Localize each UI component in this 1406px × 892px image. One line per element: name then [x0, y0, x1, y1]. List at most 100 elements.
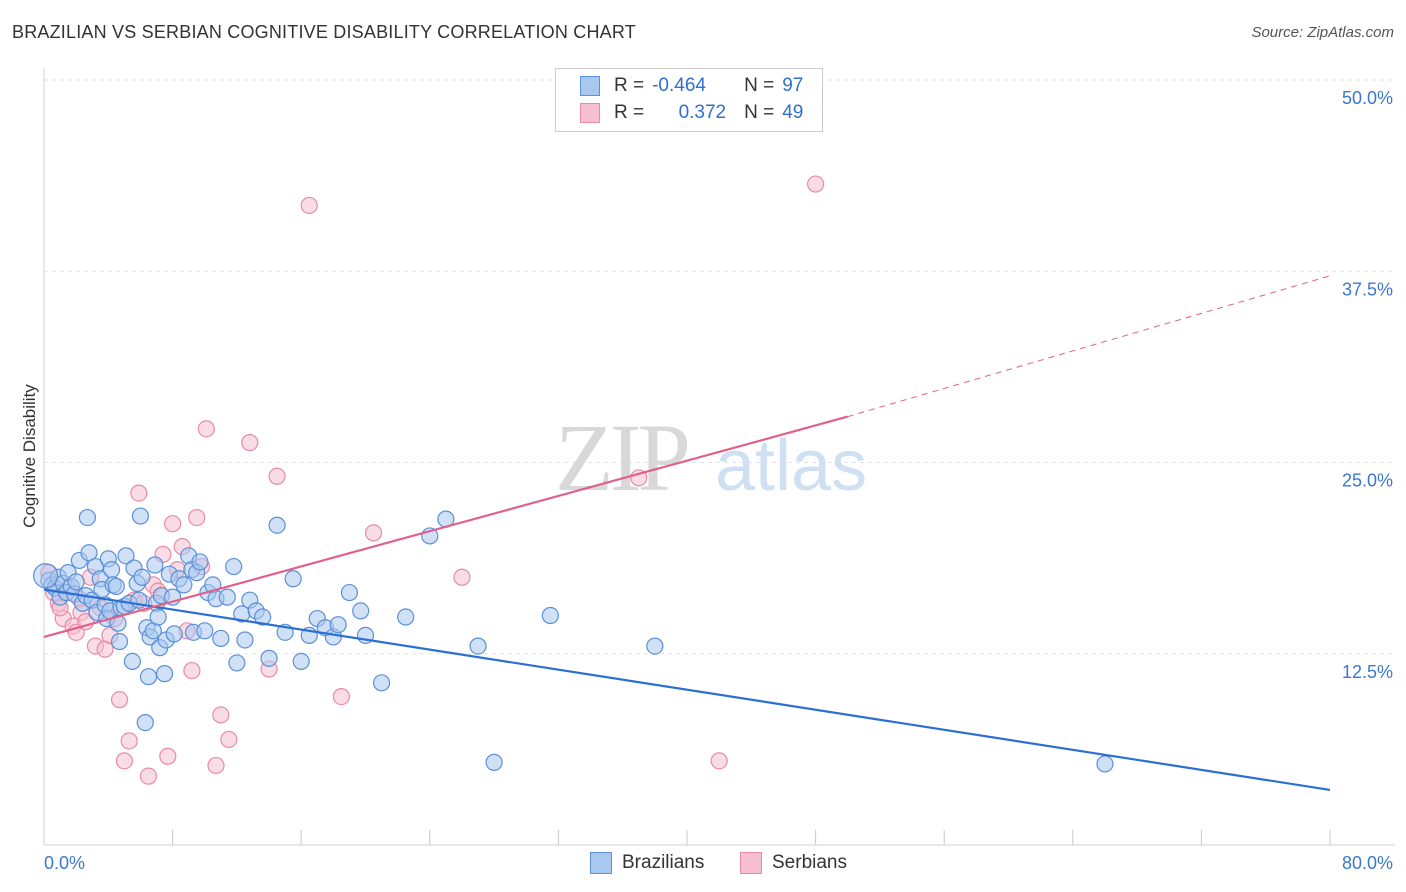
brazilian-point [136, 713, 154, 732]
legend-r-label: R = [614, 75, 645, 96]
serbian-point [197, 420, 215, 438]
brazilian-point [191, 553, 209, 571]
brazilian-point [78, 508, 97, 527]
serbian-point [364, 524, 383, 542]
serbian-point [268, 467, 286, 485]
brazilian-point [133, 568, 151, 586]
watermark: ZIP atlas [555, 404, 867, 511]
brazilian-point [292, 652, 310, 671]
legend-row-brazilians: R = -0.464 N = 97 [580, 73, 803, 99]
brazilian-point [646, 637, 664, 655]
serbians-trend-line [43, 415, 849, 638]
serbian-point [212, 706, 230, 724]
y-tick-labels: 12.5% 25.0% 37.5% 50.0% [1342, 88, 1393, 682]
brazilian-point [397, 608, 415, 626]
brazilian-point [469, 637, 487, 655]
legend-item-serbians[interactable]: Serbians [740, 852, 847, 874]
brazilian-point [131, 507, 150, 525]
serbian-point [241, 434, 259, 452]
serbian-point [453, 568, 471, 586]
y-tick-label: 50.0% [1342, 88, 1393, 108]
brazilian-point [165, 625, 183, 643]
serbian-point [332, 687, 350, 706]
brazilian-point [212, 629, 230, 648]
brazilian-point [340, 583, 359, 602]
legend-n-label: N = [744, 102, 775, 123]
serbian-point [159, 747, 177, 765]
x-tick-labels: 0.0% 80.0% [44, 853, 1393, 873]
legend-r-label: R = [614, 102, 645, 123]
brazilian-point [268, 516, 286, 534]
legend-item-brazilians[interactable]: Brazilians [590, 852, 704, 874]
y-tick-label: 37.5% [1342, 279, 1393, 299]
x-tick-label: 0.0% [44, 853, 85, 873]
brazilian-point [541, 606, 559, 625]
serbian-point [207, 756, 225, 775]
brazilian-point [149, 608, 167, 626]
brazilian-point [80, 544, 98, 562]
brazilian-point [352, 602, 370, 620]
brazilian-point [260, 649, 278, 667]
brazilian-point [139, 668, 158, 686]
y-tick-label: 12.5% [1342, 662, 1393, 682]
y-axis-label: Cognitive Disability [20, 384, 39, 528]
legend-n-value: 97 [782, 75, 804, 96]
brazilian-point [67, 573, 85, 591]
brazilian-point [146, 556, 164, 574]
legend-r-value: 0.372 [678, 102, 727, 123]
brazilian-point [107, 577, 125, 596]
brazilian-point [236, 631, 254, 649]
brazilians-points [33, 507, 1114, 773]
y-tick-label: 25.0% [1342, 471, 1393, 491]
serbian-point [183, 661, 201, 680]
legend-row-serbians: R = 0.372 N = 49 [580, 100, 803, 126]
correlation-legend: R = -0.464 N = 97 R = 0.372 N = 49 [555, 68, 823, 132]
brazilians-swatch [580, 76, 600, 96]
legend-n-label: N = [744, 75, 775, 96]
serbians-trend-extension [847, 275, 1331, 418]
watermark-atlas: atlas [715, 426, 867, 506]
serbian-point [300, 196, 318, 215]
brazilian-point [284, 570, 302, 588]
serbians-swatch [580, 103, 600, 123]
axes [43, 68, 1395, 846]
serbian-point [164, 515, 182, 533]
brazilian-point [117, 547, 135, 565]
brazilian-point [218, 588, 236, 606]
watermark-zip: ZIP [555, 404, 688, 511]
brazilians-trend-line [43, 588, 1331, 792]
brazilian-point [372, 674, 391, 692]
brazilian-point [485, 753, 503, 771]
brazilian-point [1096, 755, 1114, 773]
serbian-point [806, 175, 825, 193]
brazilian-point [33, 563, 59, 589]
serbian-point [130, 484, 148, 502]
serbian-point [120, 732, 138, 750]
source-label: Source: ZipAtlas.com [1251, 24, 1394, 41]
trend-lines [43, 275, 1331, 792]
serbian-point [110, 691, 129, 709]
brazilian-point [102, 560, 121, 579]
brazilian-point [329, 616, 347, 634]
serbians-swatch [740, 852, 762, 874]
brazilian-point [196, 622, 214, 640]
serbian-point [139, 767, 158, 785]
brazilian-point [228, 654, 246, 672]
legend-n-value: 49 [782, 102, 804, 123]
x-tick-label: 80.0% [1342, 853, 1393, 873]
brazilian-point [123, 652, 142, 671]
serbian-point [710, 752, 728, 770]
brazilian-point [254, 608, 272, 626]
serbian-point [220, 730, 238, 749]
gridlines [44, 79, 1395, 655]
legend-r-value: -0.464 [652, 75, 706, 96]
serbian-point [115, 752, 133, 770]
brazilian-point [110, 632, 129, 651]
brazilian-point [155, 665, 174, 683]
chart-title: BRAZILIAN VS SERBIAN COGNITIVE DISABILIT… [12, 22, 636, 42]
legend-label-brazilians: Brazilians [622, 852, 705, 873]
serbian-point [188, 508, 206, 527]
brazilian-point [175, 576, 193, 594]
brazilians-swatch [590, 852, 612, 874]
